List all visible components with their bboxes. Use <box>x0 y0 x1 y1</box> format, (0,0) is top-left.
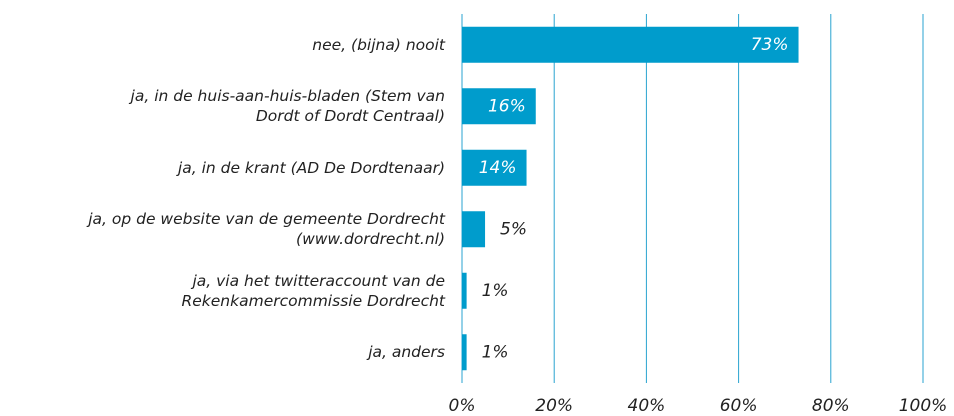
bar <box>462 149 527 186</box>
category-label: ja, in de huis-aan-huis-bladen (Stem van… <box>130 87 445 126</box>
bar <box>462 26 799 63</box>
category-label: ja, op de website van de gemeente Dordre… <box>88 210 445 249</box>
x-tick-label: 100% <box>899 396 948 416</box>
x-tick-label: 20% <box>535 396 573 416</box>
category-label: ja, via het twitteraccount van de Rekenk… <box>181 271 445 310</box>
bar <box>462 334 467 371</box>
data-label: 73% <box>751 35 789 55</box>
data-label: 16% <box>488 96 526 116</box>
data-label: 1% <box>482 342 509 362</box>
data-label: 14% <box>479 158 517 178</box>
category-label: nee, (bijna) nooit <box>312 35 445 54</box>
data-label: 5% <box>500 219 527 239</box>
category-label: ja, anders <box>368 343 445 362</box>
x-tick-label: 80% <box>812 396 850 416</box>
bar <box>462 272 467 309</box>
x-tick-label: 60% <box>720 396 758 416</box>
data-label: 1% <box>482 281 509 301</box>
bar <box>462 211 486 248</box>
category-label: ja, in de krant (AD De Dordtenaar) <box>177 158 445 177</box>
x-tick-label: 0% <box>449 396 476 416</box>
bar <box>462 88 536 125</box>
x-tick-label: 40% <box>628 396 666 416</box>
